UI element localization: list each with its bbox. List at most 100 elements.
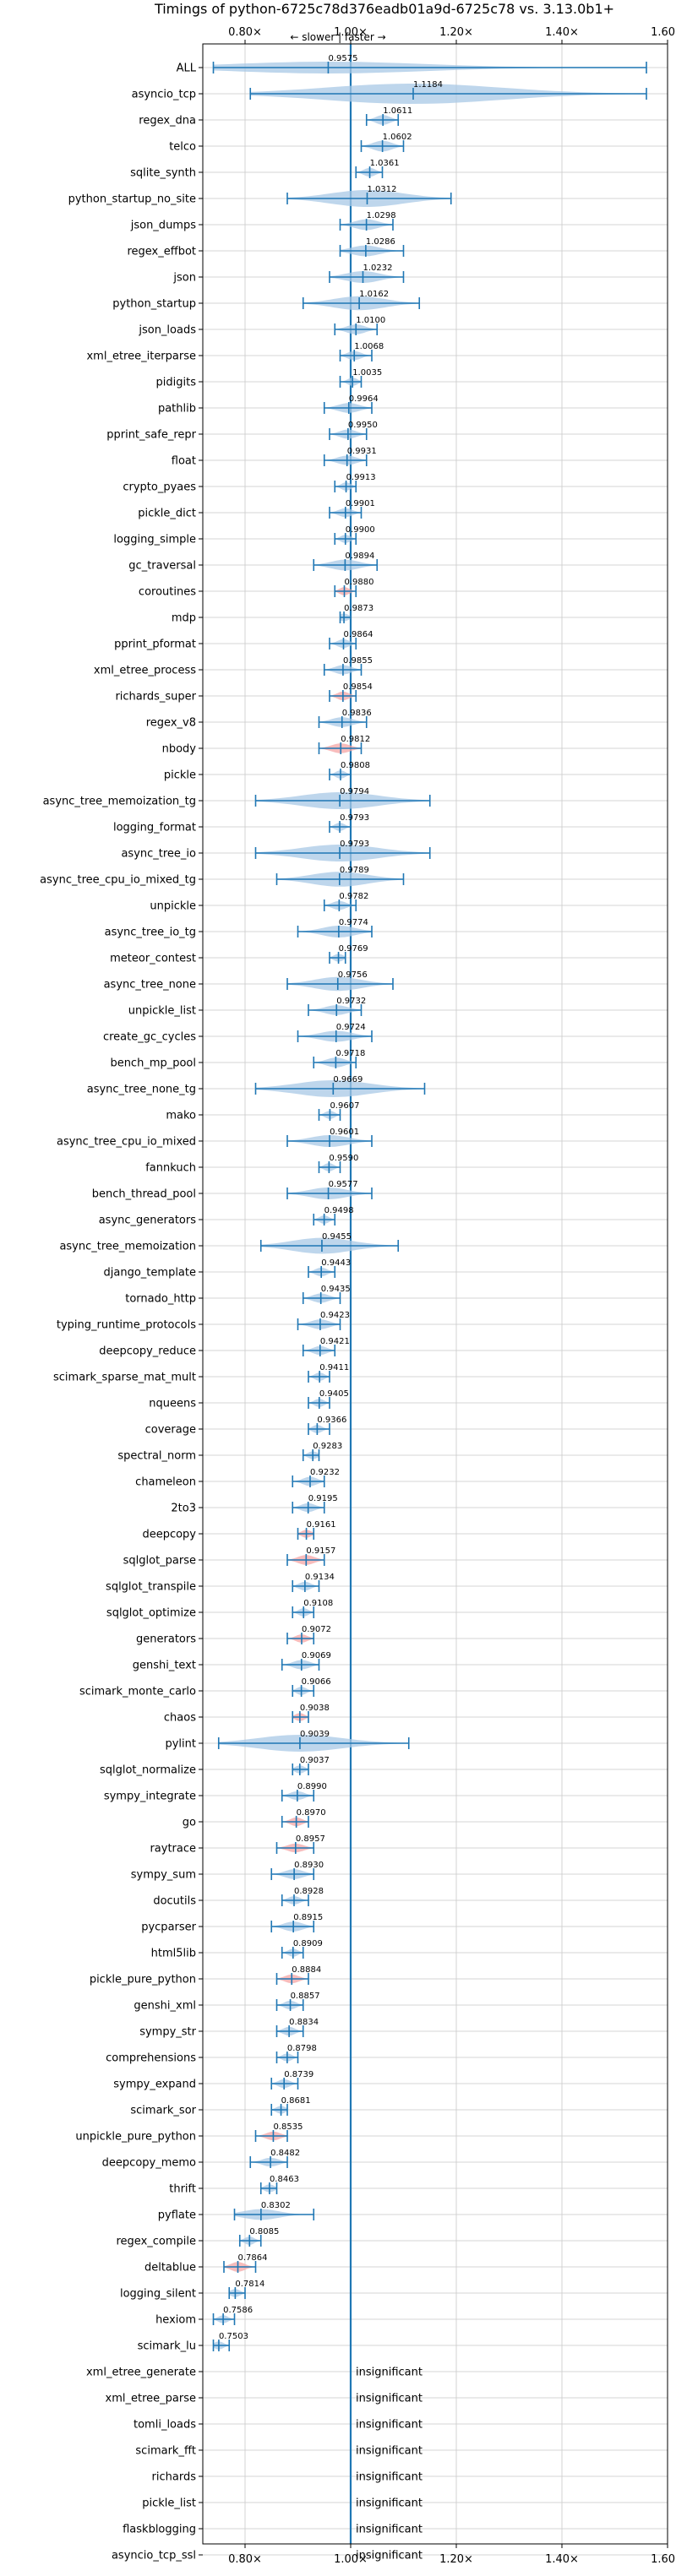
x-tick-label-bottom: 1.60× — [651, 2553, 676, 2566]
benchmark-label: scimark_lu — [138, 2340, 196, 2353]
insignificant-label: insignificant — [356, 2419, 422, 2432]
ratio-label-regex_dna: 1.0611 — [383, 106, 412, 116]
ratio-label-tornado_http: 0.9435 — [321, 1285, 351, 1294]
benchmark-label: async_tree_memoization_tg — [43, 796, 196, 808]
benchmark-label: sqlite_synth — [130, 167, 196, 180]
benchmark-label: typing_runtime_protocols — [57, 1319, 196, 1332]
ratio-label-genshi_text: 0.9069 — [302, 1651, 331, 1660]
ratio-label-unpickle_list: 0.9732 — [336, 997, 366, 1006]
ratio-label-json_loads: 1.0100 — [356, 316, 385, 325]
labels-layer: 0.80× 0.80× 1.00× 1.00× 1.20× 1.20× 1.40× 1.40×… — [40, 26, 676, 2566]
ratio-label-regex_v8: 0.9836 — [342, 709, 372, 718]
ratio-label-deepcopy_reduce: 0.9421 — [320, 1337, 350, 1346]
benchmark-label: python_startup_no_site — [68, 193, 196, 206]
ratio-label-create_gc_cycles: 0.9724 — [336, 1023, 366, 1032]
benchmark-label: async_tree_cpu_io_mixed_tg — [40, 874, 196, 887]
benchmark-label: scimark_monte_carlo — [79, 1686, 196, 1698]
ratio-label-async_tree_none_tg: 0.9669 — [333, 1075, 363, 1084]
ratio-label-regex_compile: 0.8085 — [249, 2227, 279, 2236]
plot-frame — [202, 43, 668, 2545]
ratio-label-deepcopy_memo: 0.8482 — [270, 2149, 300, 2158]
ratio-label-hexiom: 0.7586 — [223, 2306, 253, 2315]
ratio-label-pickle_pure_python: 0.8884 — [292, 1965, 321, 1975]
ratio-label-genshi_xml: 0.8857 — [291, 1992, 320, 2001]
benchmark-label: async_tree_io_tg — [105, 927, 196, 939]
ratio-label-python_startup: 1.0162 — [359, 290, 389, 299]
benchmark-label: pickle_pure_python — [90, 1974, 196, 1986]
benchmark-label: xml_etree_parse — [106, 2393, 196, 2405]
ratio-label-gc_traversal: 0.9894 — [345, 552, 374, 561]
ratio-label-mdp: 0.9873 — [344, 604, 373, 613]
benchmark-label: go — [183, 1817, 196, 1829]
benchmark-label: json_dumps — [130, 220, 196, 232]
ratio-label-async_tree_cpu_io_mixed_tg: 0.9789 — [340, 866, 369, 875]
benchmark-label: pickle — [164, 769, 196, 782]
ratio-label-deltablue: 0.7864 — [238, 2253, 268, 2263]
ratio-label-python_startup_no_site: 1.0312 — [368, 185, 397, 194]
benchmark-label: flaskblogging — [123, 2524, 196, 2536]
ratio-label-comprehensions: 0.8798 — [287, 2044, 317, 2053]
x-tick-label-bottom: 1.20× — [439, 2553, 473, 2566]
benchmark-label: pylint — [165, 1738, 196, 1751]
benchmark-label: coverage — [145, 1424, 196, 1437]
benchmark-label: docutils — [153, 1895, 196, 1908]
ratio-label-sympy_expand: 0.8739 — [284, 2070, 313, 2079]
benchmark-label: tomli_loads — [134, 2419, 196, 2432]
benchmark-label: regex_v8 — [146, 717, 196, 730]
benchmark-label: crypto_pyaes — [123, 481, 196, 494]
insignificant-label: insignificant — [356, 2393, 422, 2405]
benchmark-label: logging_simple — [113, 534, 196, 546]
x-tick-label-top: 1.00× — [334, 26, 368, 39]
ratio-label-nbody: 0.9812 — [341, 735, 370, 744]
benchmark-label: html5lib — [151, 1948, 196, 1960]
ratio-label-regex_effbot: 1.0286 — [366, 237, 395, 247]
ratio-label-coverage: 0.9366 — [317, 1416, 346, 1425]
benchmark-label: fannkuch — [145, 1162, 196, 1175]
benchmark-label: coroutines — [139, 586, 196, 599]
benchmark-label: xml_etree_process — [94, 665, 196, 677]
benchmark-label: mdp — [172, 612, 196, 625]
ratio-label-docutils: 0.8928 — [294, 1887, 324, 1896]
benchmark-label: async_tree_cpu_io_mixed — [57, 1136, 196, 1149]
benchmark-label: sqlglot_normalize — [100, 1764, 196, 1777]
ratio-label-pprint_pformat: 0.9864 — [344, 630, 373, 639]
ratio-label-logging_format: 0.9793 — [340, 813, 369, 823]
x-tick-label-bottom: 1.40× — [545, 2553, 579, 2566]
benchmark-label: sympy_expand — [113, 2079, 196, 2091]
ratio-label-scimark_monte_carlo: 0.9066 — [302, 1677, 331, 1687]
ratio-label-generators: 0.9072 — [302, 1625, 331, 1634]
benchmark-label: unpickle — [150, 900, 196, 913]
ratio-label-coroutines: 0.9880 — [345, 578, 374, 587]
ratio-label-sqlglot_parse: 0.9157 — [306, 1546, 335, 1556]
ratio-label-async_tree_none: 0.9756 — [338, 970, 368, 980]
benchmark-label: meteor_contest — [110, 953, 196, 965]
insignificant-label: insignificant — [356, 2367, 422, 2379]
benchmark-label: create_gc_cycles — [103, 1031, 196, 1044]
ratio-label-django_template: 0.9443 — [321, 1258, 351, 1268]
benchmark-label: scimark_sparse_mat_mult — [53, 1372, 196, 1384]
benchmark-label: mako — [166, 1110, 196, 1122]
benchmark-label: pathlib — [158, 403, 196, 416]
ratio-label-sqlite_synth: 1.0361 — [370, 159, 400, 168]
benchmark-label: nbody — [162, 743, 197, 756]
ratio-label-float: 0.9931 — [347, 447, 377, 456]
benchmark-label: python_startup — [112, 298, 196, 311]
ratio-label-pathlib: 0.9964 — [349, 394, 379, 404]
benchmark-label: spectral_norm — [117, 1450, 196, 1463]
ratio-label-deepcopy: 0.9161 — [307, 1520, 336, 1530]
benchmark-label: async_tree_none — [104, 979, 196, 992]
benchmark-label: thrift — [169, 2183, 196, 2196]
benchmark-label: logging_silent — [120, 2288, 196, 2301]
ratio-label-bench_mp_pool: 0.9718 — [335, 1049, 365, 1058]
benchmark-label: pidigits — [156, 377, 197, 389]
benchmark-label: gc_traversal — [128, 560, 196, 573]
benchmark-label: richards — [152, 2471, 197, 2484]
benchmark-label: deltablue — [144, 2262, 196, 2274]
ratio-label-chameleon: 0.9232 — [310, 1468, 340, 1477]
ratio-label-async_tree_io: 0.9793 — [340, 840, 369, 849]
benchmark-label: logging_format — [113, 822, 196, 834]
ratio-label-telco: 1.0602 — [383, 133, 412, 142]
benchmark-label: xml_etree_generate — [86, 2367, 196, 2379]
ratio-label-pprint_safe_repr: 0.9950 — [348, 421, 378, 430]
